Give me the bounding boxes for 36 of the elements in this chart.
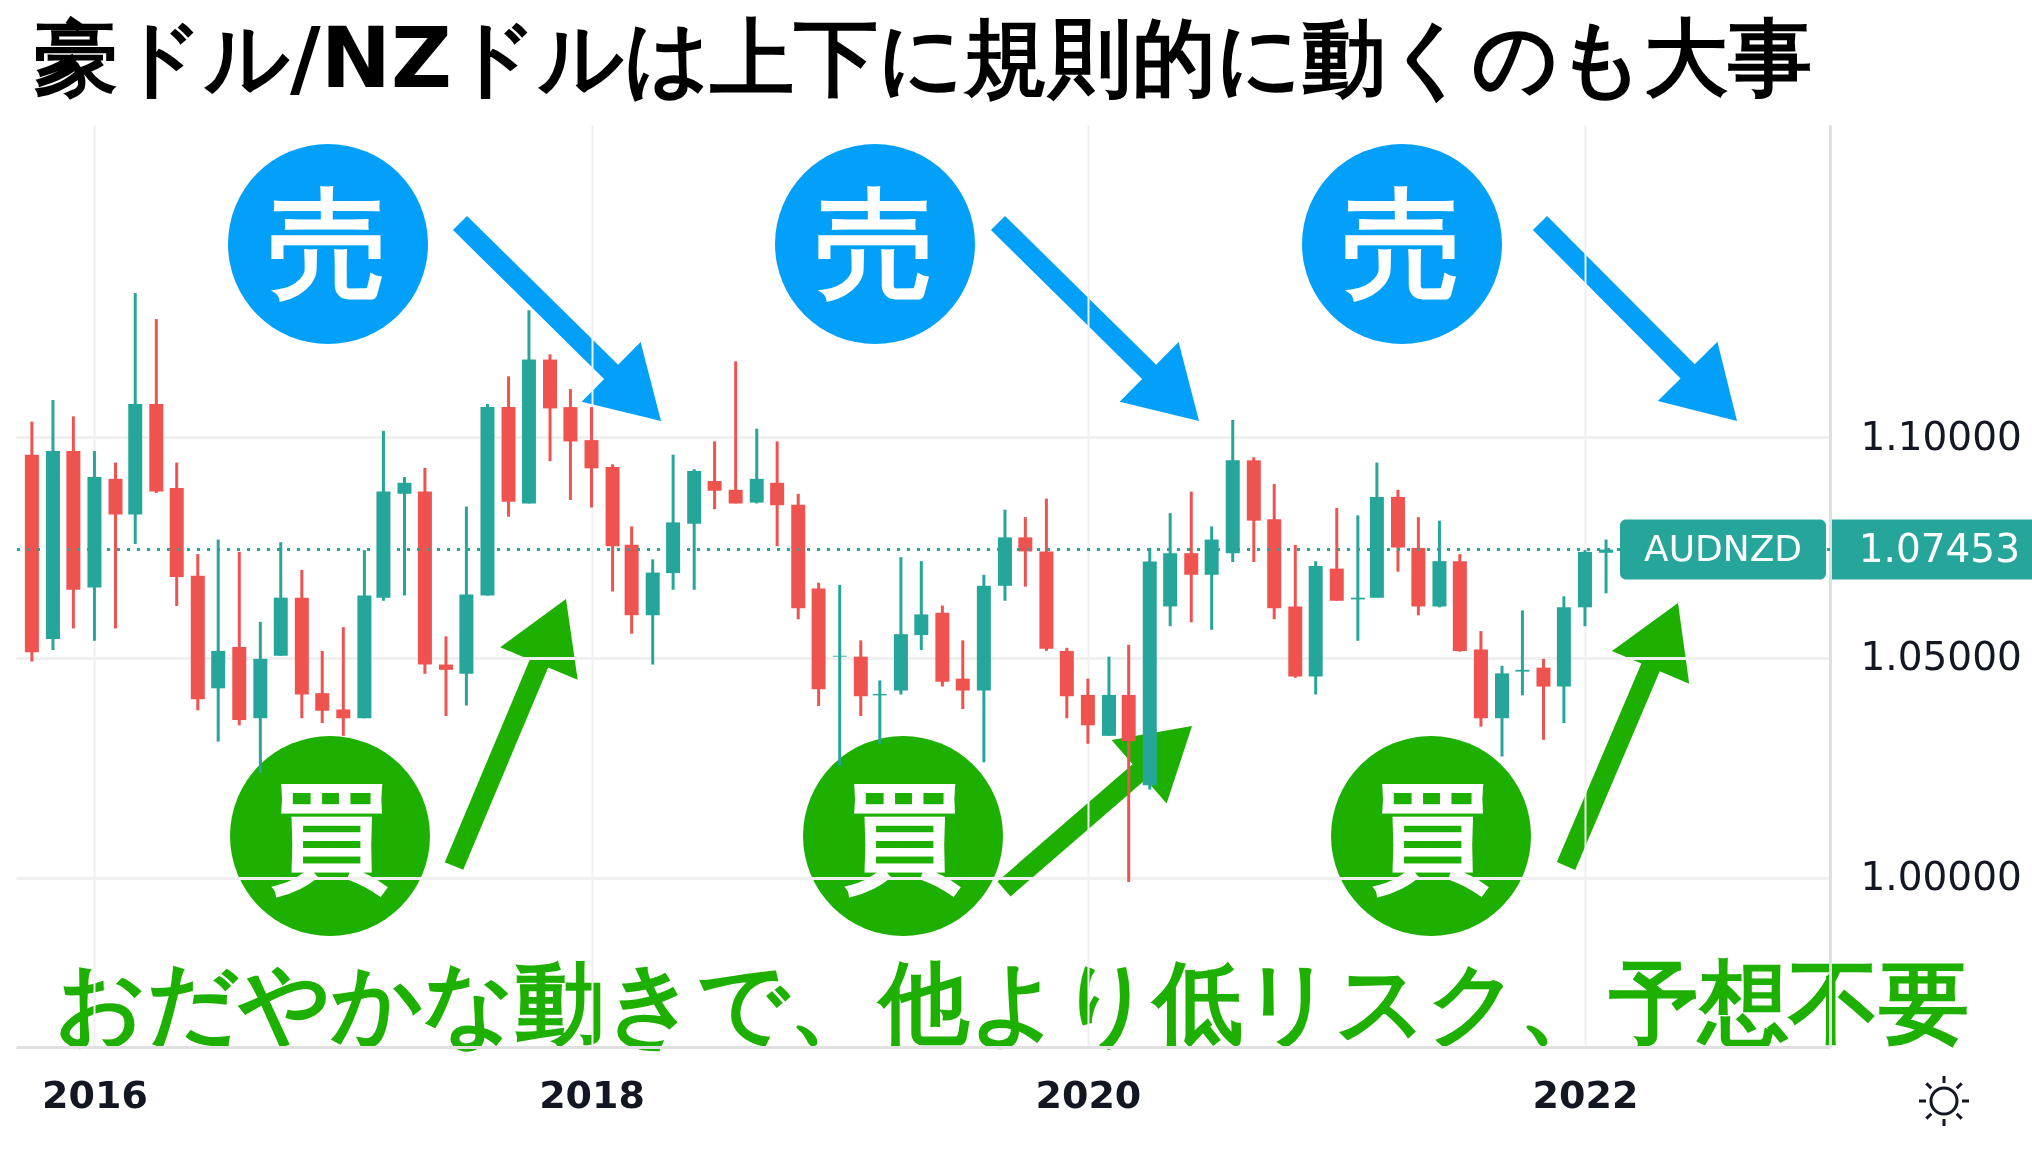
circle-badge: 売 <box>775 144 975 344</box>
candlestick <box>336 627 351 736</box>
candlestick <box>770 441 785 548</box>
circle-badge: 買 <box>230 736 430 936</box>
annotation: 買 <box>1372 767 1490 905</box>
candlestick <box>707 441 722 511</box>
circle-badge: 売 <box>228 144 428 344</box>
candlestick <box>1184 491 1199 623</box>
candlestick <box>955 640 970 710</box>
candlestick <box>438 636 453 718</box>
annotation: 買 <box>844 767 962 905</box>
candlestick <box>1018 517 1033 587</box>
x-tick-label: 2016 <box>42 1072 148 1117</box>
annotation: 買 <box>271 767 389 905</box>
x-tick-label: 2022 <box>1532 1072 1639 1117</box>
annotation: 売 <box>1343 175 1461 313</box>
ref-line-label: AUDNZD <box>1643 527 1803 569</box>
text: 1.07453 <box>1858 525 2020 571</box>
x-tick-label: 2018 <box>539 1072 645 1117</box>
annotation: 売 <box>269 175 387 313</box>
candlestick <box>832 583 847 766</box>
chart-title: 豪ドル/NZドルは上下に規則的に動くのも大事 <box>34 9 1812 107</box>
y-tick-label: 1.10000 <box>1860 413 2022 459</box>
circle-badge: 買 <box>1331 736 1531 936</box>
circle-badge: 売 <box>1302 144 1502 344</box>
candlestick <box>1515 610 1530 696</box>
y-tick-label: 1.00000 <box>1860 854 2022 900</box>
candlestick <box>749 428 764 504</box>
x-tick-label: 2020 <box>1035 1072 1142 1117</box>
candlestick <box>914 561 929 652</box>
candlestick <box>315 649 330 725</box>
annotation: 売 <box>816 175 934 313</box>
candlestick <box>728 361 743 504</box>
y-tick-label: 1.05000 <box>1860 634 2022 680</box>
candlestick <box>1536 657 1551 740</box>
circle-badge: 買 <box>803 736 1003 936</box>
